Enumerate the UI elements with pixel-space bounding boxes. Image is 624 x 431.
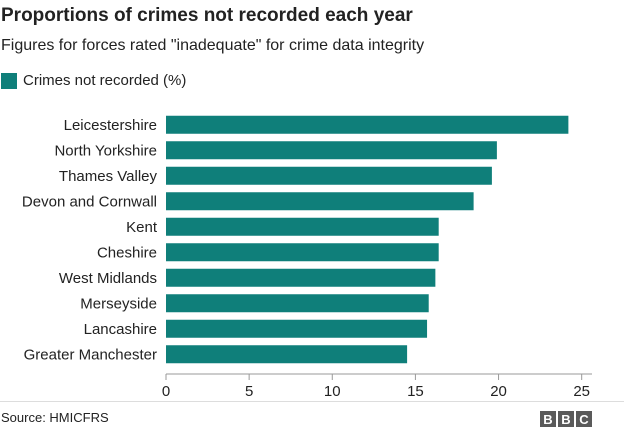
category-label: West Midlands (59, 270, 157, 287)
category-label: Cheshire (97, 244, 157, 261)
legend: Crimes not recorded (%) (1, 72, 186, 89)
footer-divider (0, 401, 624, 402)
bar (166, 192, 474, 211)
x-tick-label: 10 (324, 383, 341, 400)
bar (166, 141, 497, 160)
chart-subtitle: Figures for forces rated "inadequate" fo… (1, 37, 425, 54)
bar (166, 345, 408, 364)
legend-label: Crimes not recorded (%) (23, 72, 187, 89)
bbc-logo-letter: B (558, 411, 574, 427)
bbc-logo-letter: C (576, 411, 592, 427)
bar (166, 243, 439, 262)
x-tick-label: 20 (490, 383, 507, 400)
x-tick-label: 0 (162, 383, 170, 400)
x-tick-label: 15 (407, 383, 424, 400)
category-label: Devon and Cornwall (22, 193, 157, 210)
chart-title: Proportions of crimes not recorded each … (1, 5, 413, 26)
category-label: Thames Valley (59, 168, 158, 185)
category-label: Lancashire (84, 321, 157, 338)
category-label: Greater Manchester (24, 346, 157, 363)
category-label: Leicestershire (64, 117, 157, 134)
category-label: Merseyside (80, 295, 157, 312)
bar (166, 166, 492, 185)
bar-chart: Leicestershire North Yorkshire Thames Vall… (22, 115, 592, 400)
category-label: North Yorkshire (54, 142, 157, 159)
x-tick-label: 5 (245, 383, 253, 400)
bar (166, 217, 439, 236)
bar (166, 294, 429, 313)
bbc-logo-letter: B (540, 411, 556, 427)
bar (166, 268, 436, 287)
source-note: Source: HMICFRS (1, 410, 109, 425)
bbc-logo: B B C (540, 411, 592, 427)
bar (166, 115, 569, 134)
category-label: Kent (126, 219, 158, 236)
legend-swatch (1, 72, 17, 89)
x-tick-label: 25 (573, 383, 590, 400)
bar (166, 319, 428, 338)
